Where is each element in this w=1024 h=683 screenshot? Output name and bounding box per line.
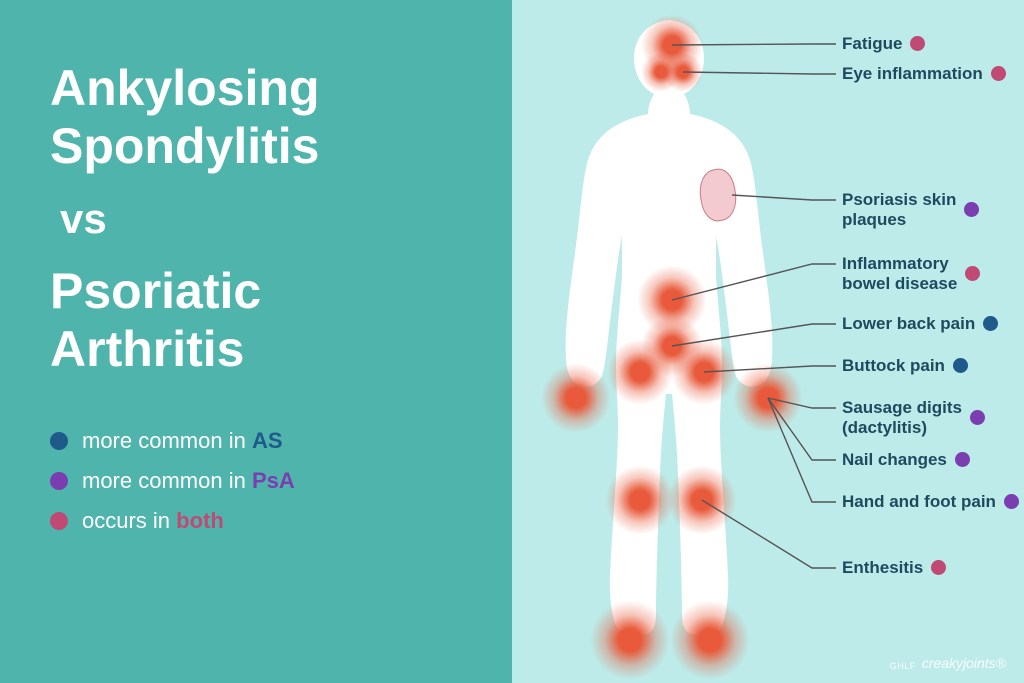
- symptom-label-handfoot: Hand and foot pain: [842, 492, 996, 512]
- legend-dot-as: [50, 432, 68, 450]
- symptom-ibd: Inflammatorybowel disease: [842, 254, 980, 293]
- title-block: Ankylosing Spondylitis vs Psoriatic Arth…: [50, 60, 472, 378]
- symptom-label-enthes: Enthesitis: [842, 558, 923, 578]
- watermark-brand: creakyjoints®: [922, 655, 1006, 671]
- symptom-label-fatigue: Fatigue: [842, 34, 902, 54]
- title-line4: Arthritis: [50, 321, 472, 379]
- symptom-dot-fatigue: [910, 36, 925, 51]
- symptom-dot-dactyl: [970, 410, 985, 425]
- symptom-dot-enthes: [931, 560, 946, 575]
- symptom-dot-handfoot: [1004, 494, 1019, 509]
- symptom-buttock: Buttock pain: [842, 356, 968, 376]
- watermark-small: GHLF: [890, 661, 916, 671]
- legend-item-both: occurs in both: [50, 508, 472, 534]
- title-line1: Ankylosing: [50, 60, 472, 118]
- symptom-dot-nail: [955, 452, 970, 467]
- symptom-label-buttock: Buttock pain: [842, 356, 945, 376]
- symptom-label-lowback: Lower back pain: [842, 314, 975, 334]
- symptom-nail: Nail changes: [842, 450, 970, 470]
- symptom-dot-lowback: [983, 316, 998, 331]
- legend-dot-both: [50, 512, 68, 530]
- left-panel: Ankylosing Spondylitis vs Psoriatic Arth…: [0, 0, 512, 683]
- symptom-enthes: Enthesitis: [842, 558, 946, 578]
- title-line3: Psoriatic: [50, 263, 472, 321]
- symptom-label-nail: Nail changes: [842, 450, 947, 470]
- symptom-handfoot: Hand and foot pain: [842, 492, 1019, 512]
- watermark: GHLF creakyjoints®: [890, 655, 1006, 671]
- title-line2: Spondylitis: [50, 118, 472, 176]
- legend: more common in AS more common in PsA occur…: [50, 428, 472, 534]
- legend-dot-psa: [50, 472, 68, 490]
- symptom-label-psoriasis: Psoriasis skinplaques: [842, 190, 956, 229]
- symptom-dot-buttock: [953, 358, 968, 373]
- symptom-fatigue: Fatigue: [842, 34, 925, 54]
- symptom-eye: Eye inflammation: [842, 64, 1006, 84]
- body-silhouette: [512, 0, 1024, 683]
- symptom-label-ibd: Inflammatorybowel disease: [842, 254, 957, 293]
- legend-text-both: occurs in both: [82, 508, 224, 534]
- right-panel: Fatigue Eye inflammation Psoriasis skinpla…: [512, 0, 1024, 683]
- legend-item-as: more common in AS: [50, 428, 472, 454]
- title-vs: vs: [60, 195, 472, 243]
- legend-text-psa: more common in PsA: [82, 468, 295, 494]
- symptom-label-dactyl: Sausage digits(dactylitis): [842, 398, 962, 437]
- legend-item-psa: more common in PsA: [50, 468, 472, 494]
- symptom-dactyl: Sausage digits(dactylitis): [842, 398, 985, 437]
- symptom-dot-eye: [991, 66, 1006, 81]
- symptom-label-eye: Eye inflammation: [842, 64, 983, 84]
- symptom-dot-psoriasis: [964, 202, 979, 217]
- symptom-dot-ibd: [965, 266, 980, 281]
- symptom-lowback: Lower back pain: [842, 314, 998, 334]
- legend-text-as: more common in AS: [82, 428, 283, 454]
- symptom-psoriasis: Psoriasis skinplaques: [842, 190, 979, 229]
